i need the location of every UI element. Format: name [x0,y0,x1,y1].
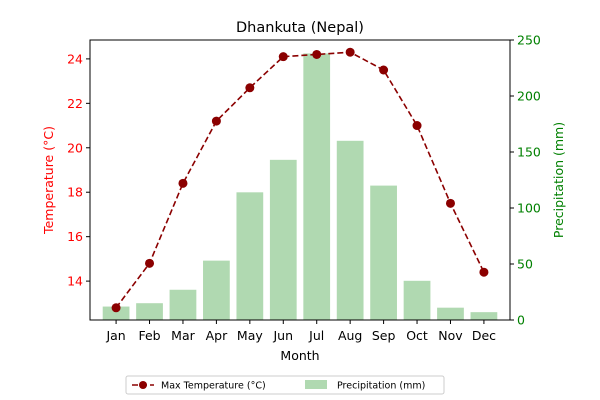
legend: Max Temperature (°C) Precipitation (mm) [125,375,445,395]
x-tick-label-apr: Apr [206,328,228,343]
legend-box [125,375,445,395]
temperature-line [111,47,489,313]
legend-label-temperature: Max Temperature (°C) [161,381,266,392]
x-tick-label-may: May [237,328,263,343]
precip-bar-apr [203,260,230,320]
precip-bar-may [236,192,264,320]
left-tick-label: 20 [67,140,83,155]
left-tick-label: 22 [67,96,83,111]
right-tick-label: 200 [517,89,541,104]
x-tick-label-oct: Oct [406,328,428,343]
precip-bar-sep [370,185,397,320]
axes: Jan Feb Mar Apr May Jun Jul Aug Sep Oct Nov Dec 14 16… [67,33,541,344]
temp-point-jun [278,52,288,62]
temp-point-oct [412,121,422,131]
x-tick-label-dec: Dec [472,328,496,343]
temp-point-jan [111,303,121,313]
precip-bar-jan [102,306,130,320]
legend-label-precipitation: Precipitation (mm) [337,381,425,392]
x-tick-label-sep: Sep [372,328,396,343]
precip-bar-jun [269,159,297,320]
chart-title: Dhankuta (Nepal) [236,20,364,36]
temp-point-aug [345,47,355,57]
precip-bar-jul [303,53,331,320]
precip-bar-oct [403,280,431,320]
precip-bar-mar [169,289,197,320]
temp-point-nov [445,198,455,208]
plot-frame [89,39,511,321]
x-tick-label-nov: Nov [438,328,463,343]
temp-point-sep [379,65,389,75]
legend-bar-swatch [305,380,327,389]
temp-point-apr [211,116,221,126]
precipitation-bars [102,53,498,320]
right-tick-label: 150 [517,145,541,160]
x-tick-label-jan: Jan [105,328,125,343]
x-tick-label-feb: Feb [138,328,160,343]
precip-bar-feb [136,303,163,320]
precip-bar-aug [336,140,364,320]
x-axis-label: Month [280,348,319,363]
x-tick-label-aug: Aug [338,328,362,343]
right-tick-label: 100 [517,201,541,216]
right-tick-label: 0 [517,313,525,328]
temp-point-mar [178,178,188,188]
temp-point-may [245,83,255,93]
temperature-series-line [115,51,485,309]
left-tick-label: 14 [67,274,83,289]
temp-point-dec [479,267,489,277]
left-tick-label: 16 [67,229,83,244]
right-axis-label: Precipitation (mm) [551,122,566,238]
legend-marker-swatch [139,381,147,389]
left-tick-label: 24 [67,51,83,66]
temp-point-jul [312,49,322,59]
right-tick-label: 250 [517,33,541,48]
temp-point-feb [145,258,155,268]
x-tick-label-mar: Mar [171,328,195,343]
left-tick-label: 18 [67,185,83,200]
x-tick-label-jun: Jun [273,328,294,343]
right-tick-label: 50 [517,257,533,272]
left-axis-label: Temperature (°C) [41,126,56,235]
x-tick-label-jul: Jul [308,328,324,343]
precip-bar-nov [437,307,464,320]
precip-bar-dec [470,312,498,320]
